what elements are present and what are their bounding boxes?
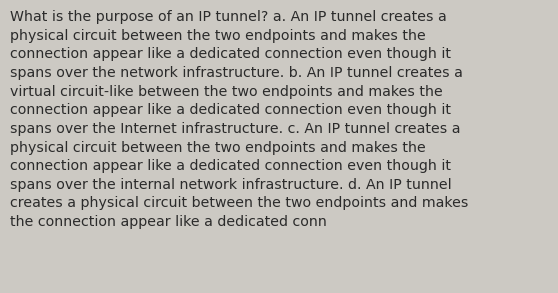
Text: What is the purpose of an IP tunnel? a. An IP tunnel creates a
physical circuit : What is the purpose of an IP tunnel? a. … <box>10 10 468 229</box>
